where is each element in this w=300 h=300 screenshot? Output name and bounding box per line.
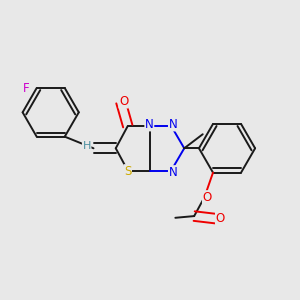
Text: H: H [82,140,91,151]
Text: O: O [202,191,212,204]
Text: N: N [169,118,177,131]
Text: N: N [145,118,154,131]
Text: N: N [169,166,177,179]
Text: O: O [216,212,225,225]
Text: F: F [23,82,30,94]
Text: S: S [124,165,131,178]
Text: O: O [119,95,128,108]
